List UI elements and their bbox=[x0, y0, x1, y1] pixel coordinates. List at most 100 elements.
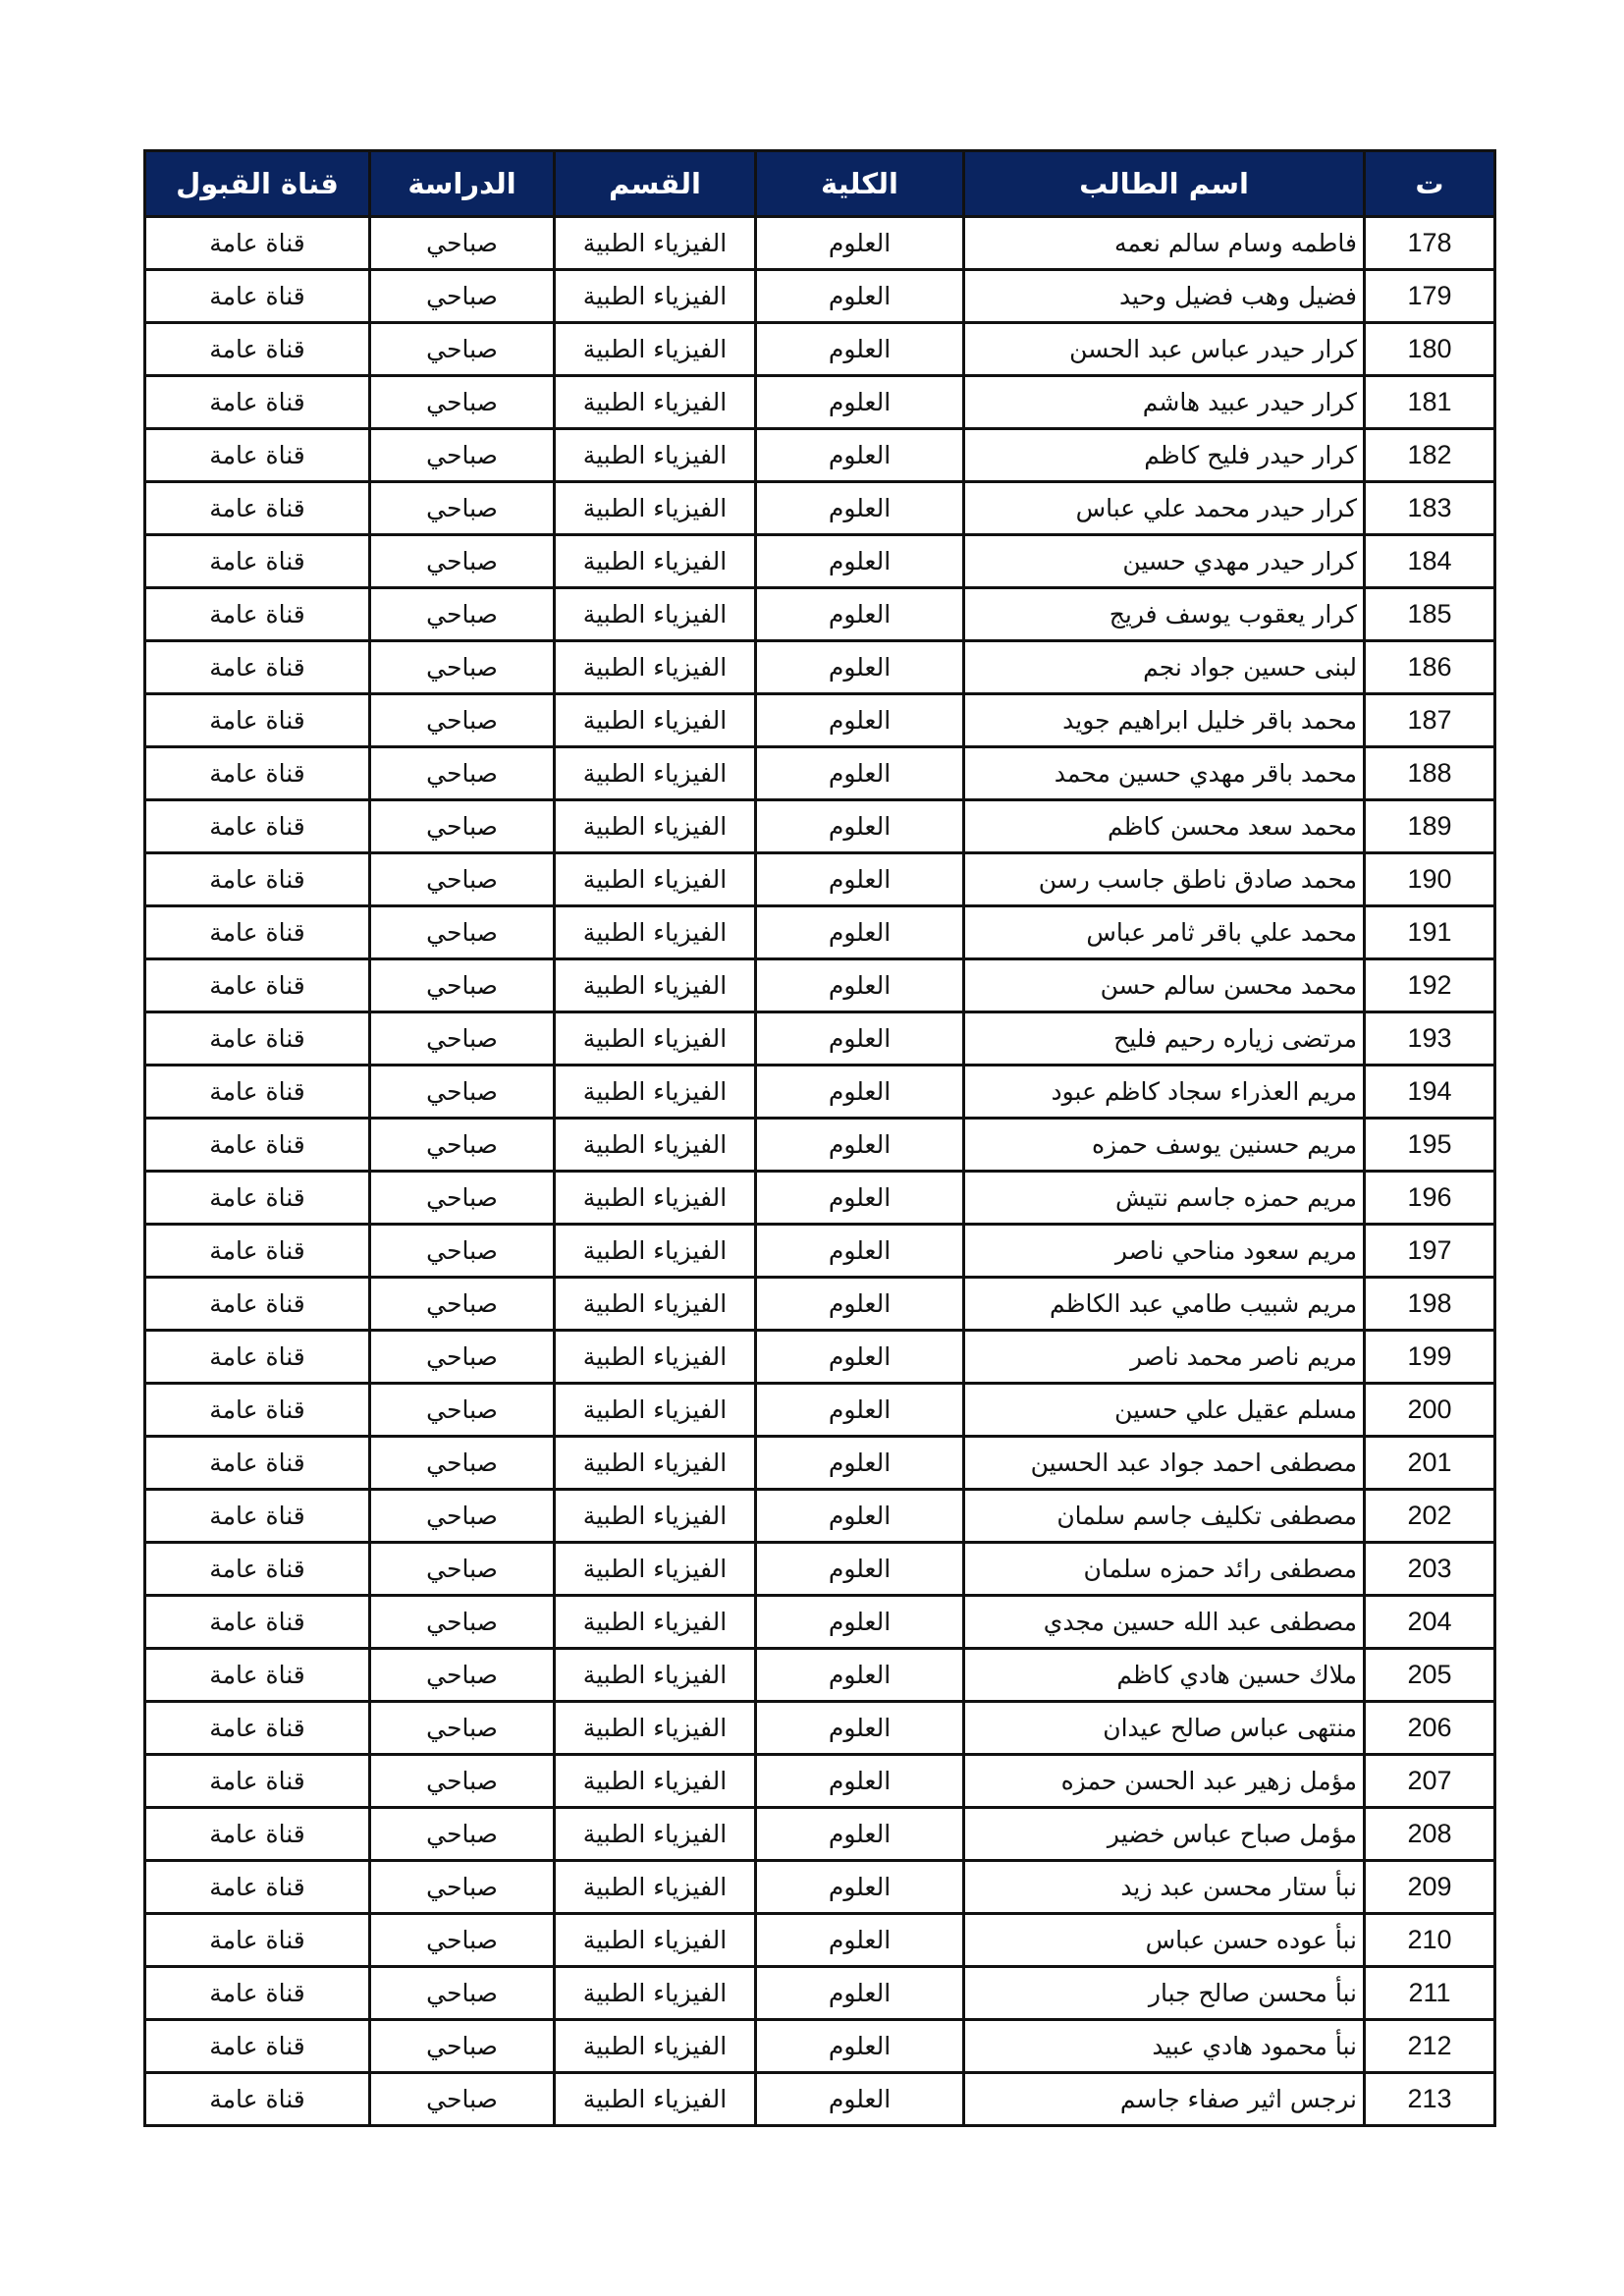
study-cell: صباحي bbox=[368, 215, 556, 271]
seq-cell: 183 bbox=[1363, 480, 1496, 536]
channel-cell: قناة عامة bbox=[143, 374, 371, 430]
seq-cell: 198 bbox=[1363, 1276, 1496, 1332]
name-cell: نبأ عوده حسن عباس bbox=[962, 1912, 1366, 1968]
study-cell: صباحي bbox=[368, 1594, 556, 1650]
seq-cell: 209 bbox=[1363, 1859, 1496, 1915]
study-cell: صباحي bbox=[368, 2018, 556, 2074]
college-cell: العلوم bbox=[754, 1435, 965, 1491]
header-name: اسم الطالب bbox=[962, 149, 1366, 218]
college-cell: العلوم bbox=[754, 957, 965, 1013]
channel-cell: قناة عامة bbox=[143, 2071, 371, 2127]
table-row: 202 مصطفى تكليف جاسم سلمان العلوم الفيزياء … bbox=[143, 1488, 1496, 1544]
department-cell: الفيزياء الطبية bbox=[553, 1329, 757, 1385]
college-cell: العلوم bbox=[754, 321, 965, 377]
college-cell: العلوم bbox=[754, 1329, 965, 1385]
department-cell: الفيزياء الطبية bbox=[553, 1064, 757, 1120]
channel-cell: قناة عامة bbox=[143, 321, 371, 377]
channel-cell: قناة عامة bbox=[143, 480, 371, 536]
seq-cell: 193 bbox=[1363, 1011, 1496, 1066]
channel-cell: قناة عامة bbox=[143, 1064, 371, 1120]
department-cell: الفيزياء الطبية bbox=[553, 1700, 757, 1756]
study-cell: صباحي bbox=[368, 1382, 556, 1438]
channel-cell: قناة عامة bbox=[143, 639, 371, 695]
college-cell: العلوم bbox=[754, 2071, 965, 2127]
name-cell: محمد باقر مهدي حسين محمد bbox=[962, 745, 1366, 801]
department-cell: الفيزياء الطبية bbox=[553, 2071, 757, 2127]
seq-cell: 194 bbox=[1363, 1064, 1496, 1120]
study-cell: صباحي bbox=[368, 1806, 556, 1862]
seq-cell: 182 bbox=[1363, 427, 1496, 483]
seq-cell: 189 bbox=[1363, 798, 1496, 854]
name-cell: كرار يعقوب يوسف فريج bbox=[962, 586, 1366, 642]
seq-cell: 188 bbox=[1363, 745, 1496, 801]
name-cell: فضيل وهب فضيل وحيد bbox=[962, 268, 1366, 324]
name-cell: محمد محسن سالم حسن bbox=[962, 957, 1366, 1013]
study-cell: صباحي bbox=[368, 427, 556, 483]
table-row: 187 محمد باقر خليل ابراهيم جويد العلوم الفي… bbox=[143, 692, 1496, 748]
name-cell: نرجس اثير صفاء جاسم bbox=[962, 2071, 1366, 2127]
name-cell: مؤمل صباح عباس خضير bbox=[962, 1806, 1366, 1862]
students-table: ت اسم الطالب الكلية القسم الدراسة قناة ا… bbox=[143, 149, 1496, 2127]
department-cell: الفيزياء الطبية bbox=[553, 851, 757, 907]
college-cell: العلوم bbox=[754, 427, 965, 483]
study-cell: صباحي bbox=[368, 1965, 556, 2021]
department-cell: الفيزياء الطبية bbox=[553, 957, 757, 1013]
table-row: 189 محمد سعد محسن كاظم العلوم الفيزياء الطب… bbox=[143, 798, 1496, 854]
name-cell: مرتضى زياره رحيم فليح bbox=[962, 1011, 1366, 1066]
study-cell: صباحي bbox=[368, 851, 556, 907]
college-cell: العلوم bbox=[754, 904, 965, 960]
seq-cell: 180 bbox=[1363, 321, 1496, 377]
table-row: 212 نبأ محمود هادي عبيد العلوم الفيزياء الط… bbox=[143, 2018, 1496, 2074]
department-cell: الفيزياء الطبية bbox=[553, 480, 757, 536]
channel-cell: قناة عامة bbox=[143, 1488, 371, 1544]
name-cell: كرار حيدر محمد علي عباس bbox=[962, 480, 1366, 536]
college-cell: العلوم bbox=[754, 1064, 965, 1120]
seq-cell: 181 bbox=[1363, 374, 1496, 430]
table-row: 213 نرجس اثير صفاء جاسم العلوم الفيزياء الط… bbox=[143, 2071, 1496, 2127]
study-cell: صباحي bbox=[368, 1488, 556, 1544]
college-cell: العلوم bbox=[754, 1382, 965, 1438]
seq-cell: 210 bbox=[1363, 1912, 1496, 1968]
department-cell: الفيزياء الطبية bbox=[553, 268, 757, 324]
seq-cell: 208 bbox=[1363, 1806, 1496, 1862]
department-cell: الفيزياء الطبية bbox=[553, 586, 757, 642]
department-cell: الفيزياء الطبية bbox=[553, 1276, 757, 1332]
table-row: 208 مؤمل صباح عباس خضير العلوم الفيزياء الط… bbox=[143, 1806, 1496, 1862]
table-row: 181 كرار حيدر عبيد هاشم العلوم الفيزياء الط… bbox=[143, 374, 1496, 430]
channel-cell: قناة عامة bbox=[143, 1117, 371, 1173]
table-row: 183 كرار حيدر محمد علي عباس العلوم الفيزياء… bbox=[143, 480, 1496, 536]
name-cell: مريم العذراء سجاد كاظم عبود bbox=[962, 1064, 1366, 1120]
header-row: ت اسم الطالب الكلية القسم الدراسة قناة ا… bbox=[143, 149, 1496, 218]
table-row: 197 مريم سعود مناحي ناصر العلوم الفيزياء ال… bbox=[143, 1223, 1496, 1279]
header-channel: قناة القبول bbox=[143, 149, 371, 218]
college-cell: العلوم bbox=[754, 745, 965, 801]
study-cell: صباحي bbox=[368, 321, 556, 377]
study-cell: صباحي bbox=[368, 480, 556, 536]
study-cell: صباحي bbox=[368, 1276, 556, 1332]
channel-cell: قناة عامة bbox=[143, 692, 371, 748]
department-cell: الفيزياء الطبية bbox=[553, 1170, 757, 1226]
table-row: 201 مصطفى احمد جواد عبد الحسين العلوم الفيز… bbox=[143, 1435, 1496, 1491]
table-row: 196 مريم حمزه جاسم نتيش العلوم الفيزياء الط… bbox=[143, 1170, 1496, 1226]
channel-cell: قناة عامة bbox=[143, 1912, 371, 1968]
channel-cell: قناة عامة bbox=[143, 1011, 371, 1066]
table-row: 209 نبأ ستار محسن عبد زيد العلوم الفيزياء ا… bbox=[143, 1859, 1496, 1915]
department-cell: الفيزياء الطبية bbox=[553, 1859, 757, 1915]
table-row: 182 كرار حيدر فليح كاظم العلوم الفيزياء الط… bbox=[143, 427, 1496, 483]
channel-cell: قناة عامة bbox=[143, 904, 371, 960]
department-cell: الفيزياء الطبية bbox=[553, 1594, 757, 1650]
college-cell: العلوم bbox=[754, 480, 965, 536]
study-cell: صباحي bbox=[368, 745, 556, 801]
department-cell: الفيزياء الطبية bbox=[553, 1382, 757, 1438]
table-row: 204 مصطفى عبد الله حسين مجدي العلوم الفيزيا… bbox=[143, 1594, 1496, 1650]
table-row: 195 مريم حسنين يوسف حمزه العلوم الفيزياء ال… bbox=[143, 1117, 1496, 1173]
name-cell: فاطمه وسام سالم نعمه bbox=[962, 215, 1366, 271]
channel-cell: قناة عامة bbox=[143, 1647, 371, 1703]
department-cell: الفيزياء الطبية bbox=[553, 215, 757, 271]
name-cell: ملاك حسين هادي كاظم bbox=[962, 1647, 1366, 1703]
seq-cell: 205 bbox=[1363, 1647, 1496, 1703]
name-cell: مصطفى تكليف جاسم سلمان bbox=[962, 1488, 1366, 1544]
channel-cell: قناة عامة bbox=[143, 1382, 371, 1438]
college-cell: العلوم bbox=[754, 1223, 965, 1279]
name-cell: محمد صادق ناطق جاسب رسن bbox=[962, 851, 1366, 907]
